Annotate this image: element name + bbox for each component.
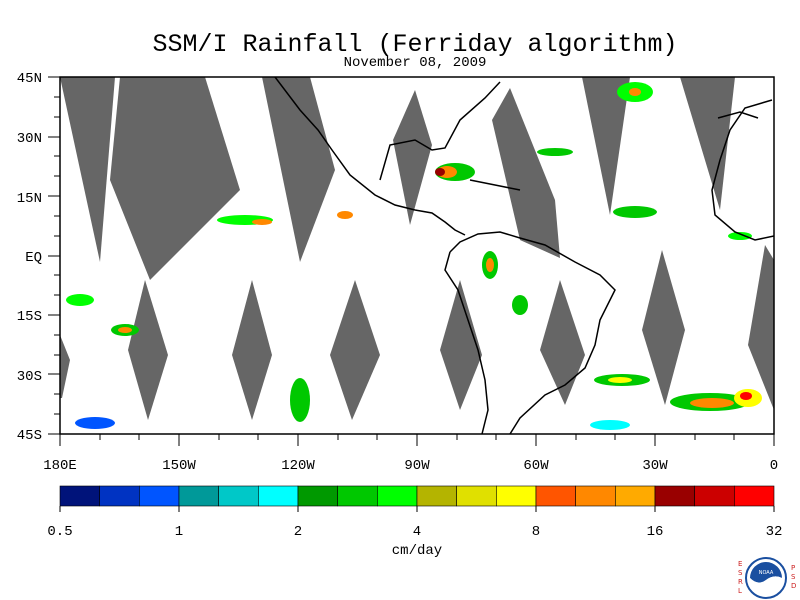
noaa-emblem-text: NOAA <box>759 570 774 576</box>
lat-label: 15S <box>17 309 42 325</box>
lon-label: 30W <box>642 458 668 474</box>
colorbar-tick-label: 1 <box>175 524 183 540</box>
colorbar-segment <box>297 485 338 507</box>
coast-gulf <box>379 81 501 181</box>
noaa-emblem-wave <box>750 576 782 594</box>
lon-axis: 180E 150W 120W 90W 60W 30W 0 <box>43 434 778 474</box>
colorbar-segment <box>535 485 576 507</box>
colorbar-segment <box>218 485 259 507</box>
lon-label: 0 <box>770 458 778 474</box>
noaa-emblem-sky <box>750 562 782 583</box>
swath-7 <box>680 77 735 210</box>
coast-south-america <box>449 231 616 434</box>
logo-left-letter: E <box>738 560 742 568</box>
colorbar-segment <box>456 485 497 507</box>
noaa-logo: E S R L P S D NOAA <box>738 557 796 599</box>
swath-10 <box>330 280 380 420</box>
swath-9 <box>232 280 272 420</box>
lon-label: 60W <box>523 458 549 474</box>
lon-label: 180E <box>43 458 77 474</box>
colorbar-segment <box>734 485 775 507</box>
swath-15 <box>60 335 70 398</box>
swath-3 <box>262 77 335 262</box>
no-data-swaths <box>60 77 774 420</box>
lat-label: EQ <box>25 250 42 266</box>
logo-right-letter: P <box>791 564 795 572</box>
coast-north-america <box>274 77 466 236</box>
logo-right-letter: S <box>791 573 796 581</box>
map-date: November 08, 2009 <box>343 55 487 71</box>
logo-right-letter: D <box>791 582 796 590</box>
colorbar-segment <box>178 485 219 507</box>
lat-label: 45N <box>17 71 42 87</box>
lon-label: 150W <box>162 458 196 474</box>
colorbar <box>59 485 775 512</box>
swath-14 <box>748 245 774 410</box>
coast-africa-europe <box>711 99 774 241</box>
coast-arctic <box>717 111 759 119</box>
swath-13 <box>642 250 685 405</box>
colorbar-segment <box>416 485 457 507</box>
logo-left-letter: R <box>738 578 743 586</box>
colorbar-segment <box>615 485 656 507</box>
colorbar-segment <box>377 485 418 507</box>
swath-11 <box>440 280 482 410</box>
colorbar-segment <box>99 485 140 507</box>
colorbar-segment <box>337 485 378 507</box>
coast-antilles <box>469 179 521 191</box>
colorbar-tick-label: 8 <box>532 524 540 540</box>
lon-label: 120W <box>281 458 315 474</box>
swath-2 <box>110 77 240 280</box>
colorbar-segment <box>59 485 100 507</box>
colorbar-segment <box>139 485 180 507</box>
colorbar-tick-label: 32 <box>766 524 783 540</box>
colorbar-segment <box>496 485 537 507</box>
colorbar-tick-label: 16 <box>647 524 664 540</box>
lat-label: 30N <box>17 131 42 147</box>
swath-1 <box>60 77 115 262</box>
swath-6 <box>582 77 630 215</box>
coast-south-america-west <box>444 251 489 434</box>
swath-8 <box>128 280 168 420</box>
lat-label: 30S <box>17 369 42 385</box>
swath-5 <box>492 88 560 258</box>
lat-axis: 45N 30N 15N EQ 15S 30S 45S <box>17 71 60 444</box>
colorbar-tick-label: 4 <box>413 524 421 540</box>
map-title: SSM/I Rainfall (Ferriday algorithm) <box>152 30 678 59</box>
colorbar-segment <box>694 485 735 507</box>
swath-12 <box>540 280 585 405</box>
colorbar-tick-label: 0.5 <box>47 524 72 540</box>
colorbar-segment <box>654 485 695 507</box>
logo-left-letter: S <box>738 569 743 577</box>
colorbar-labels: 0.5 1 2 4 8 16 32 cm/day <box>47 524 782 559</box>
lat-label: 45S <box>17 428 42 444</box>
colorbar-tick-label: 2 <box>294 524 302 540</box>
coastlines <box>274 77 774 434</box>
logo-left-letter: L <box>738 587 742 595</box>
lat-label: 15N <box>17 191 42 207</box>
rain-patches <box>66 82 762 430</box>
colorbar-segment <box>575 485 616 507</box>
swath-4 <box>393 90 432 225</box>
lon-label: 90W <box>404 458 430 474</box>
colorbar-segment <box>258 485 299 507</box>
colorbar-unit: cm/day <box>392 543 442 559</box>
